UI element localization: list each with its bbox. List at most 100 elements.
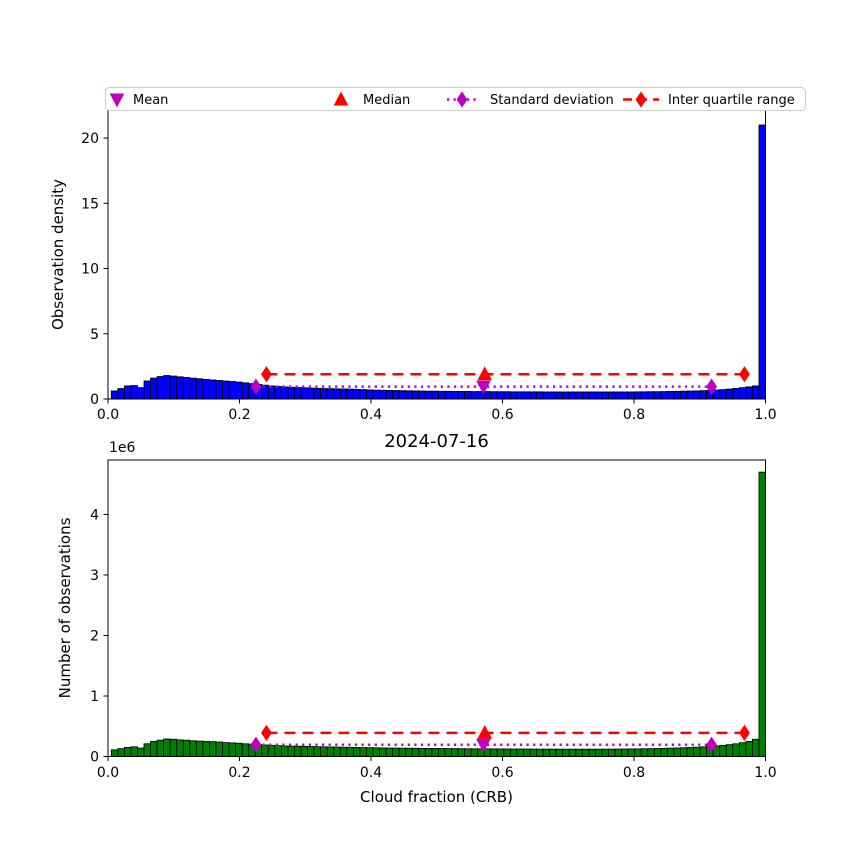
histogram-bar bbox=[575, 391, 583, 400]
histogram-bar bbox=[320, 388, 328, 400]
histogram-bar bbox=[457, 748, 465, 757]
top-y-axis-label: Observation density bbox=[49, 179, 67, 330]
histogram-bar bbox=[222, 742, 230, 757]
y-tick-label: 1 bbox=[90, 689, 99, 705]
histogram-bar bbox=[195, 740, 204, 757]
histogram-bar bbox=[241, 382, 250, 400]
histogram-bar bbox=[176, 376, 184, 400]
histogram-bar bbox=[562, 748, 570, 757]
histogram-bar bbox=[732, 388, 740, 400]
histogram-bar bbox=[163, 738, 171, 757]
histogram-bar bbox=[758, 471, 766, 757]
x-tick-label: 0.0 bbox=[97, 407, 119, 423]
histogram-bar bbox=[300, 387, 308, 400]
histogram-bar bbox=[424, 390, 433, 400]
histogram-bar bbox=[307, 746, 315, 757]
histogram-bar bbox=[542, 391, 551, 400]
histogram-bar bbox=[483, 748, 492, 757]
histogram-bar bbox=[235, 381, 243, 400]
histogram-bar bbox=[326, 746, 335, 757]
histogram-bar bbox=[202, 379, 210, 400]
x-tick-label: 0.0 bbox=[97, 765, 119, 781]
histogram-bar bbox=[523, 391, 531, 400]
histogram-bar bbox=[470, 748, 479, 757]
histogram-bar bbox=[437, 390, 446, 400]
y-tick-label: 3 bbox=[90, 568, 99, 584]
histogram-bar bbox=[411, 390, 420, 400]
histogram-bar bbox=[464, 748, 472, 757]
histogram-bar bbox=[680, 390, 688, 400]
histogram-bar bbox=[346, 746, 354, 757]
histogram-bar bbox=[228, 742, 236, 757]
histogram-bar bbox=[176, 739, 184, 757]
histogram-bar bbox=[169, 738, 178, 757]
histogram-bar bbox=[686, 747, 694, 757]
iqr-high-diamond bbox=[739, 724, 750, 742]
histogram-bar bbox=[222, 380, 230, 400]
legend-item: Standard deviation bbox=[447, 91, 614, 108]
histogram-bar bbox=[130, 746, 138, 757]
histogram-bar bbox=[568, 391, 577, 400]
histogram-bar bbox=[267, 385, 276, 400]
histogram-bar bbox=[483, 391, 492, 400]
histogram-bar bbox=[110, 390, 119, 400]
histogram-bar bbox=[228, 381, 236, 400]
histogram-bar bbox=[725, 388, 734, 400]
histogram-bar bbox=[437, 748, 446, 757]
histogram-bar bbox=[536, 748, 544, 757]
histogram-bar bbox=[156, 739, 165, 757]
axes-spines bbox=[107, 459, 766, 757]
legend-item-label: Inter quartile range bbox=[668, 93, 795, 108]
histogram-bar bbox=[123, 747, 132, 757]
histogram-bar bbox=[699, 746, 708, 757]
histogram-bar bbox=[300, 745, 308, 757]
histogram-bar bbox=[503, 391, 511, 400]
mean-marker bbox=[476, 380, 491, 395]
histogram-bar bbox=[392, 747, 400, 757]
x-tick-label: 0.8 bbox=[623, 765, 645, 781]
histogram-bar bbox=[660, 747, 668, 757]
legend-item: Inter quartile range bbox=[623, 91, 795, 108]
histogram-bar bbox=[693, 746, 701, 757]
histogram-bar bbox=[372, 747, 380, 757]
histogram-bar bbox=[490, 748, 498, 757]
x-tick-label: 0.4 bbox=[360, 765, 382, 781]
x-tick-label: 1.0 bbox=[754, 407, 776, 423]
histogram-bar bbox=[601, 748, 609, 757]
std-legend-icon bbox=[456, 91, 468, 108]
histogram-bar bbox=[287, 745, 295, 757]
histogram-bar bbox=[490, 391, 498, 400]
histogram-bar bbox=[379, 389, 387, 400]
histogram-bar bbox=[752, 385, 760, 400]
histogram-bar bbox=[653, 748, 662, 757]
histogram-bar bbox=[398, 747, 407, 757]
std-low-diamond bbox=[250, 736, 262, 753]
histogram-bar bbox=[313, 387, 322, 400]
legend-item-label: Mean bbox=[133, 93, 168, 108]
histogram-bar bbox=[529, 748, 537, 757]
histogram-bar bbox=[195, 378, 204, 400]
histogram-bar bbox=[294, 387, 302, 400]
x-tick-label: 0.6 bbox=[491, 765, 513, 781]
y-tick-label: 0 bbox=[90, 750, 99, 766]
x-tick-label: 0.2 bbox=[228, 765, 250, 781]
histogram-bar bbox=[261, 744, 269, 757]
median-legend-icon bbox=[333, 91, 349, 106]
histogram-bar bbox=[280, 745, 289, 757]
x-tick-label: 0.2 bbox=[228, 407, 250, 423]
histogram-bar bbox=[581, 748, 590, 757]
histogram-bar bbox=[752, 738, 760, 757]
histogram-bar bbox=[117, 748, 125, 757]
y-tick-label: 20 bbox=[81, 131, 99, 147]
histogram-bar bbox=[634, 391, 642, 400]
histogram-bar bbox=[562, 391, 570, 400]
histogram-bar bbox=[150, 740, 158, 757]
x-tick-label: 0.8 bbox=[623, 407, 645, 423]
histogram-bar bbox=[189, 740, 197, 757]
histogram-bar bbox=[182, 377, 191, 400]
histogram-bar bbox=[150, 377, 158, 400]
histogram-bar bbox=[693, 390, 701, 400]
x-tick-label: 1.0 bbox=[754, 765, 776, 781]
legend-item-label: Standard deviation bbox=[490, 93, 614, 108]
